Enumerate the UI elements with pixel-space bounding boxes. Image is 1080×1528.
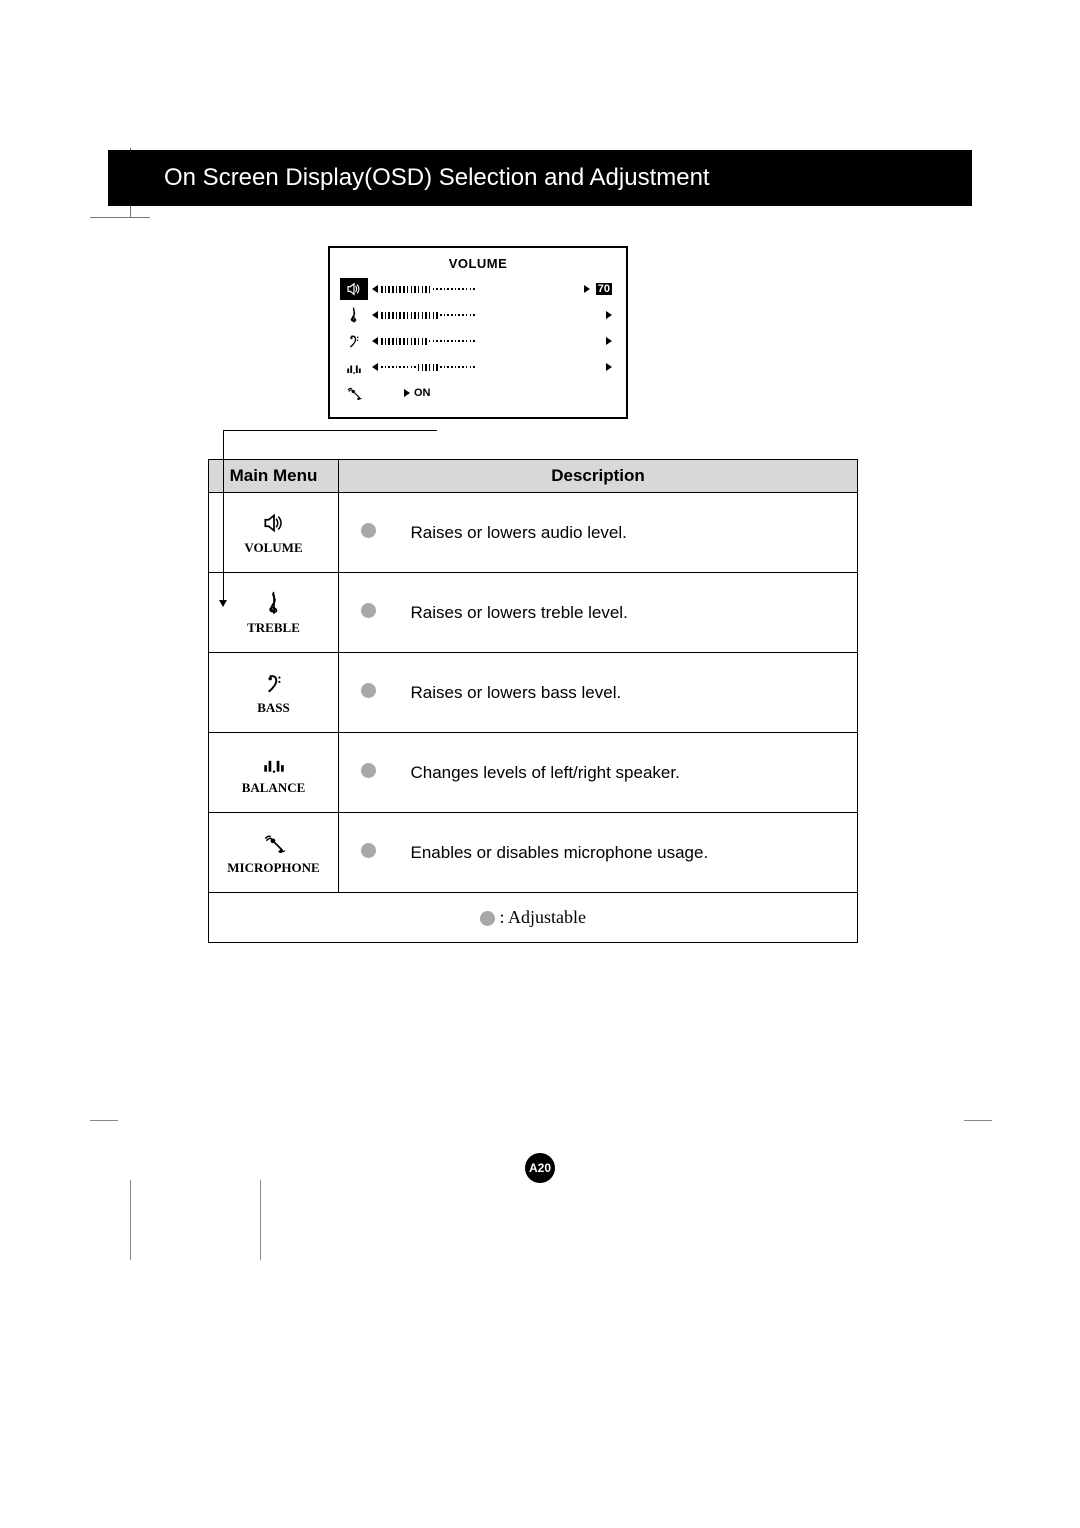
osd-slider — [368, 332, 616, 350]
balance-icon — [261, 750, 287, 776]
main-menu-label: BASS — [257, 700, 290, 716]
osd-row — [340, 303, 616, 327]
osd-on-label: ON — [368, 387, 431, 399]
bass-icon — [261, 670, 287, 696]
osd-slider: 70 — [368, 280, 616, 298]
legend-cell: : Adjustable — [209, 893, 858, 943]
description-cell: Enables or disables microphone usage. — [399, 813, 858, 893]
osd-icon-cell — [340, 304, 368, 326]
osd-row: 70 — [340, 277, 616, 301]
main-menu-label: BALANCE — [242, 780, 306, 796]
microphone-icon — [261, 830, 287, 856]
treble-icon — [345, 306, 363, 324]
connector-line — [223, 430, 436, 610]
main-menu-cell: BASS — [209, 653, 339, 733]
adjustable-dot-cell — [339, 813, 399, 893]
main-menu-label: MICROPHONE — [227, 860, 319, 876]
osd-panel: VOLUME 70 — [328, 246, 628, 419]
table-row: BALANCE Changes levels of left/right spe… — [209, 733, 858, 813]
page-content: On Screen Display(OSD) Selection and Adj… — [108, 150, 972, 1183]
osd-icon-cell — [340, 278, 368, 300]
osd-row: ON — [340, 381, 616, 405]
legend-row: : Adjustable — [209, 893, 858, 943]
volume-icon — [345, 280, 363, 298]
osd-icon-cell — [340, 382, 368, 404]
osd-row — [340, 329, 616, 353]
osd-slider — [368, 358, 616, 376]
adjustable-dot-icon — [361, 843, 376, 858]
table-row: BASS Raises or lowers bass level. — [209, 653, 858, 733]
description-cell: Raises or lowers bass level. — [399, 653, 858, 733]
adjustable-dot-icon — [361, 683, 376, 698]
description-cell: Changes levels of left/right speaker. — [399, 733, 858, 813]
osd-slider — [368, 306, 616, 324]
bass-icon — [345, 332, 363, 350]
table-row: MICROPHONE Enables or disables microphon… — [209, 813, 858, 893]
description-cell: Raises or lowers treble level. — [399, 573, 858, 653]
main-menu-cell: MICROPHONE — [209, 813, 339, 893]
main-menu-label: TREBLE — [247, 620, 300, 636]
adjustable-dot-cell — [339, 733, 399, 813]
osd-icon-cell — [340, 330, 368, 352]
adjustable-dot-icon — [361, 763, 376, 778]
osd-row — [340, 355, 616, 379]
osd-icon-cell — [340, 356, 368, 378]
microphone-icon — [345, 384, 363, 402]
main-menu-cell: BALANCE — [209, 733, 339, 813]
balance-icon — [345, 358, 363, 376]
description-cell: Raises or lowers audio level. — [399, 493, 858, 573]
osd-title: VOLUME — [340, 256, 616, 271]
adjustable-dot-cell — [339, 653, 399, 733]
page-number-badge: A20 — [525, 1153, 555, 1183]
adjustable-dot-icon — [480, 911, 495, 926]
page-title: On Screen Display(OSD) Selection and Adj… — [108, 150, 972, 206]
osd-value: 70 — [596, 283, 612, 295]
